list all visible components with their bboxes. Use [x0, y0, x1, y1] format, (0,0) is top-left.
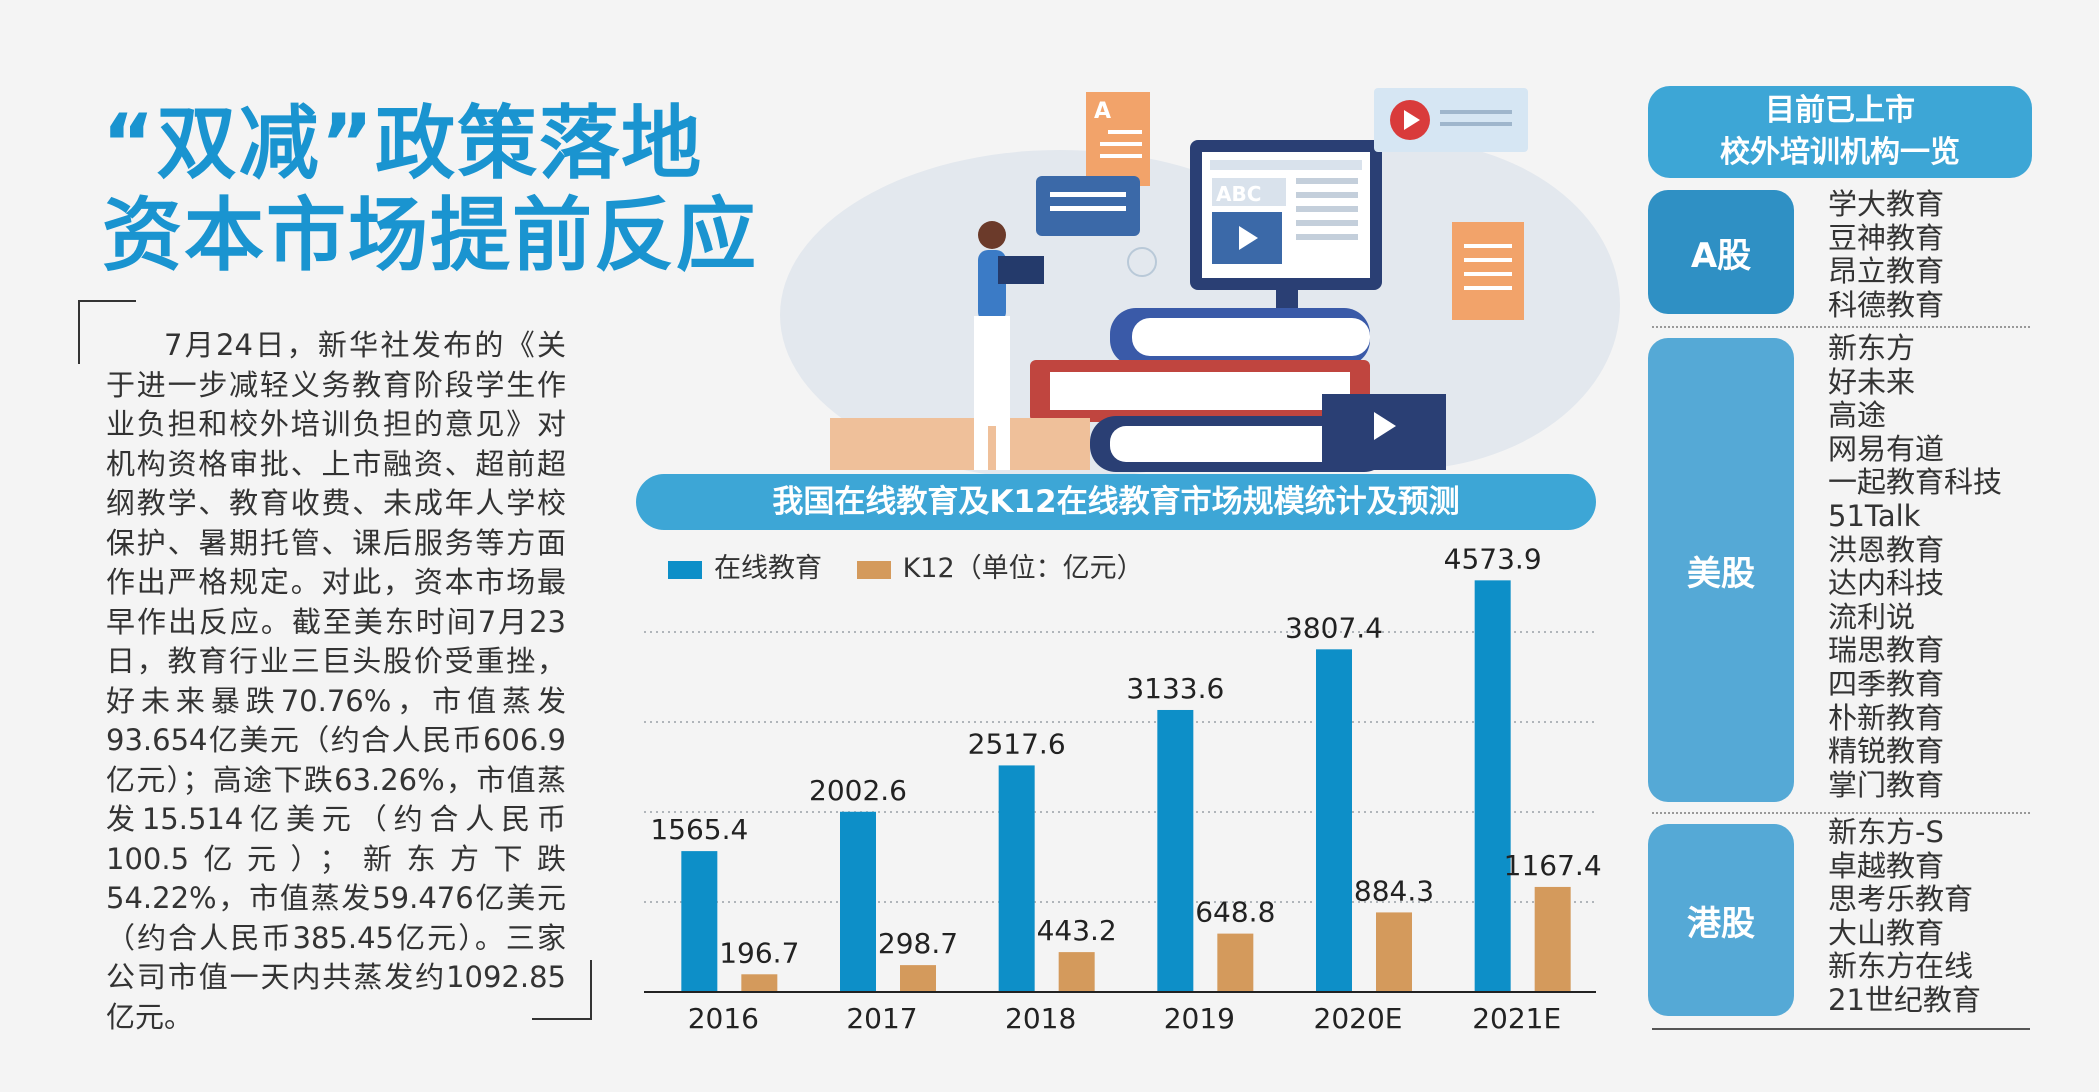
data-label: 443.2: [1037, 914, 1117, 947]
bar-k12: [1534, 886, 1571, 992]
article-body: 7月24日，新华社发布的《关于进一步减轻义务教育阶段学生作业负担和校外培训负担的…: [106, 326, 566, 1037]
teacher-figure-icon: [974, 221, 1044, 470]
company-name: 网易有道: [1828, 431, 1945, 466]
company-name: 学大教育: [1828, 187, 1945, 221]
letter-a-text: A: [1094, 99, 1111, 124]
bar-k12: [900, 965, 936, 992]
headline-line-2: 资本市场提前反应: [102, 189, 758, 282]
market-badge-a-share: A股: [1648, 190, 1794, 314]
legend-item-online: 在线教育: [668, 553, 822, 584]
smiley-icon: [1127, 247, 1157, 277]
bar-k12: [1058, 952, 1095, 992]
company-name: 思考乐教育: [1828, 882, 1974, 917]
bar-online: [840, 811, 876, 992]
bar-online: [1316, 649, 1352, 992]
company-name: 朴新教育: [1828, 700, 1945, 735]
company-list-hk-stock: 新东方-S 卓越教育 思考乐教育 大山教育 新东方在线 21世纪教育: [1828, 815, 1981, 1018]
sidebar-bottom-rule: [1652, 1028, 2030, 1030]
data-label: 2517.6: [968, 727, 1066, 760]
document-icon: [1452, 222, 1524, 320]
legend-item-k12: K12（单位：亿元）: [856, 553, 1144, 584]
sidebar-title: 目前已上市 校外培训机构一览: [1648, 86, 2032, 178]
legend-label-online: 在线教育: [714, 553, 822, 584]
bracket-top-left: [78, 300, 136, 364]
company-name: 精锐教育: [1828, 734, 1945, 769]
data-label: 3807.4: [1285, 611, 1383, 644]
x-tick-label: 2020E: [1314, 1002, 1403, 1035]
chart-legend: 在线教育 K12（单位：亿元）: [668, 546, 1170, 585]
company-name: 21世纪教育: [1828, 982, 1981, 1017]
data-label: 298.7: [878, 927, 958, 960]
market-badge-hk-stock: 港股: [1648, 824, 1794, 1016]
data-label: 2002.6: [809, 774, 907, 807]
bar-k12: [1376, 912, 1412, 992]
document-icon: [1086, 92, 1150, 186]
bar-online: [1474, 580, 1511, 992]
data-label: 1565.4: [650, 813, 748, 846]
data-label: 884.3: [1354, 874, 1434, 907]
company-name: 四季教育: [1828, 666, 1945, 701]
company-name: 昂立教育: [1828, 254, 1945, 289]
data-label: 1167.4: [1504, 849, 1602, 882]
x-tick-label: 2018: [1005, 1002, 1076, 1035]
x-tick-label: 2021E: [1472, 1002, 1561, 1035]
company-name: 51Talk: [1828, 498, 1921, 533]
sidebar-title-line-2: 校外培训机构一览: [1720, 135, 1960, 170]
company-list-us-stock: 新东方 好未来 高途 网易有道 一起教育科技 51Talk 洪恩教育 达内科技 …: [1828, 331, 2003, 802]
market-badge-us-stock: 美股: [1648, 338, 1794, 802]
company-name: 掌门教育: [1828, 767, 1945, 802]
education-illustration: ABC A: [830, 88, 1528, 472]
company-list-a-share: 学大教育 豆神教育 昂立教育 科德教育: [1828, 187, 1945, 322]
x-tick-label: 2016: [688, 1002, 759, 1035]
legend-swatch-k12: [856, 560, 891, 579]
company-name: 流利说: [1828, 599, 1916, 634]
company-name: 新东方: [1828, 331, 1916, 365]
bar-k12: [1217, 933, 1254, 992]
company-name: 新东方-S: [1828, 815, 1944, 849]
headline-line-1: “双减”政策落地: [102, 97, 704, 190]
company-name: 新东方在线: [1828, 949, 1974, 984]
abc-text: ABC: [1216, 182, 1261, 206]
legend-unit-note: （单位：亿元）: [954, 553, 1144, 584]
bar-k12: [741, 974, 778, 992]
company-name: 科德教育: [1828, 287, 1945, 322]
bar-online: [998, 765, 1035, 992]
bar-online: [1157, 709, 1194, 992]
bar-online: [681, 851, 718, 992]
company-name: 豆神教育: [1828, 220, 1945, 255]
divider: [1652, 326, 2030, 328]
ruler-icon: [830, 418, 1090, 470]
data-label: 196.7: [719, 936, 799, 969]
x-tick-label: 2019: [1164, 1002, 1235, 1035]
bar-chart: 1565.4 196.7 2016 2002.6 298.7 2017 2517.6 443.…: [644, 542, 1602, 1035]
company-name: 好未来: [1828, 364, 1916, 399]
legend-swatch-online: [668, 560, 702, 579]
company-name: 洪恩教育: [1828, 532, 1945, 567]
company-name: 卓越教育: [1828, 848, 1945, 883]
company-name: 瑞思教育: [1828, 633, 1945, 668]
company-name: 高途: [1828, 398, 1887, 433]
data-label: 3133.6: [1126, 672, 1224, 705]
chart-title: 我国在线教育及K12在线教育市场规模统计及预测: [636, 474, 1596, 530]
divider: [1652, 812, 2030, 814]
legend-label-k12: K12: [902, 553, 955, 584]
company-name: 大山教育: [1828, 915, 1945, 950]
company-name: 一起教育科技: [1828, 465, 2003, 500]
data-label: 4573.9: [1444, 542, 1542, 575]
x-tick-label: 2017: [846, 1002, 917, 1035]
company-name: 达内科技: [1828, 566, 1945, 601]
bracket-bottom-right: [532, 960, 592, 1020]
article-paragraph: 7月24日，新华社发布的《关于进一步减轻义务教育阶段学生作业负担和校外培训负担的…: [106, 328, 566, 1034]
sidebar-title-line-1: 目前已上市: [1765, 93, 1915, 128]
data-label: 648.8: [1195, 896, 1275, 929]
